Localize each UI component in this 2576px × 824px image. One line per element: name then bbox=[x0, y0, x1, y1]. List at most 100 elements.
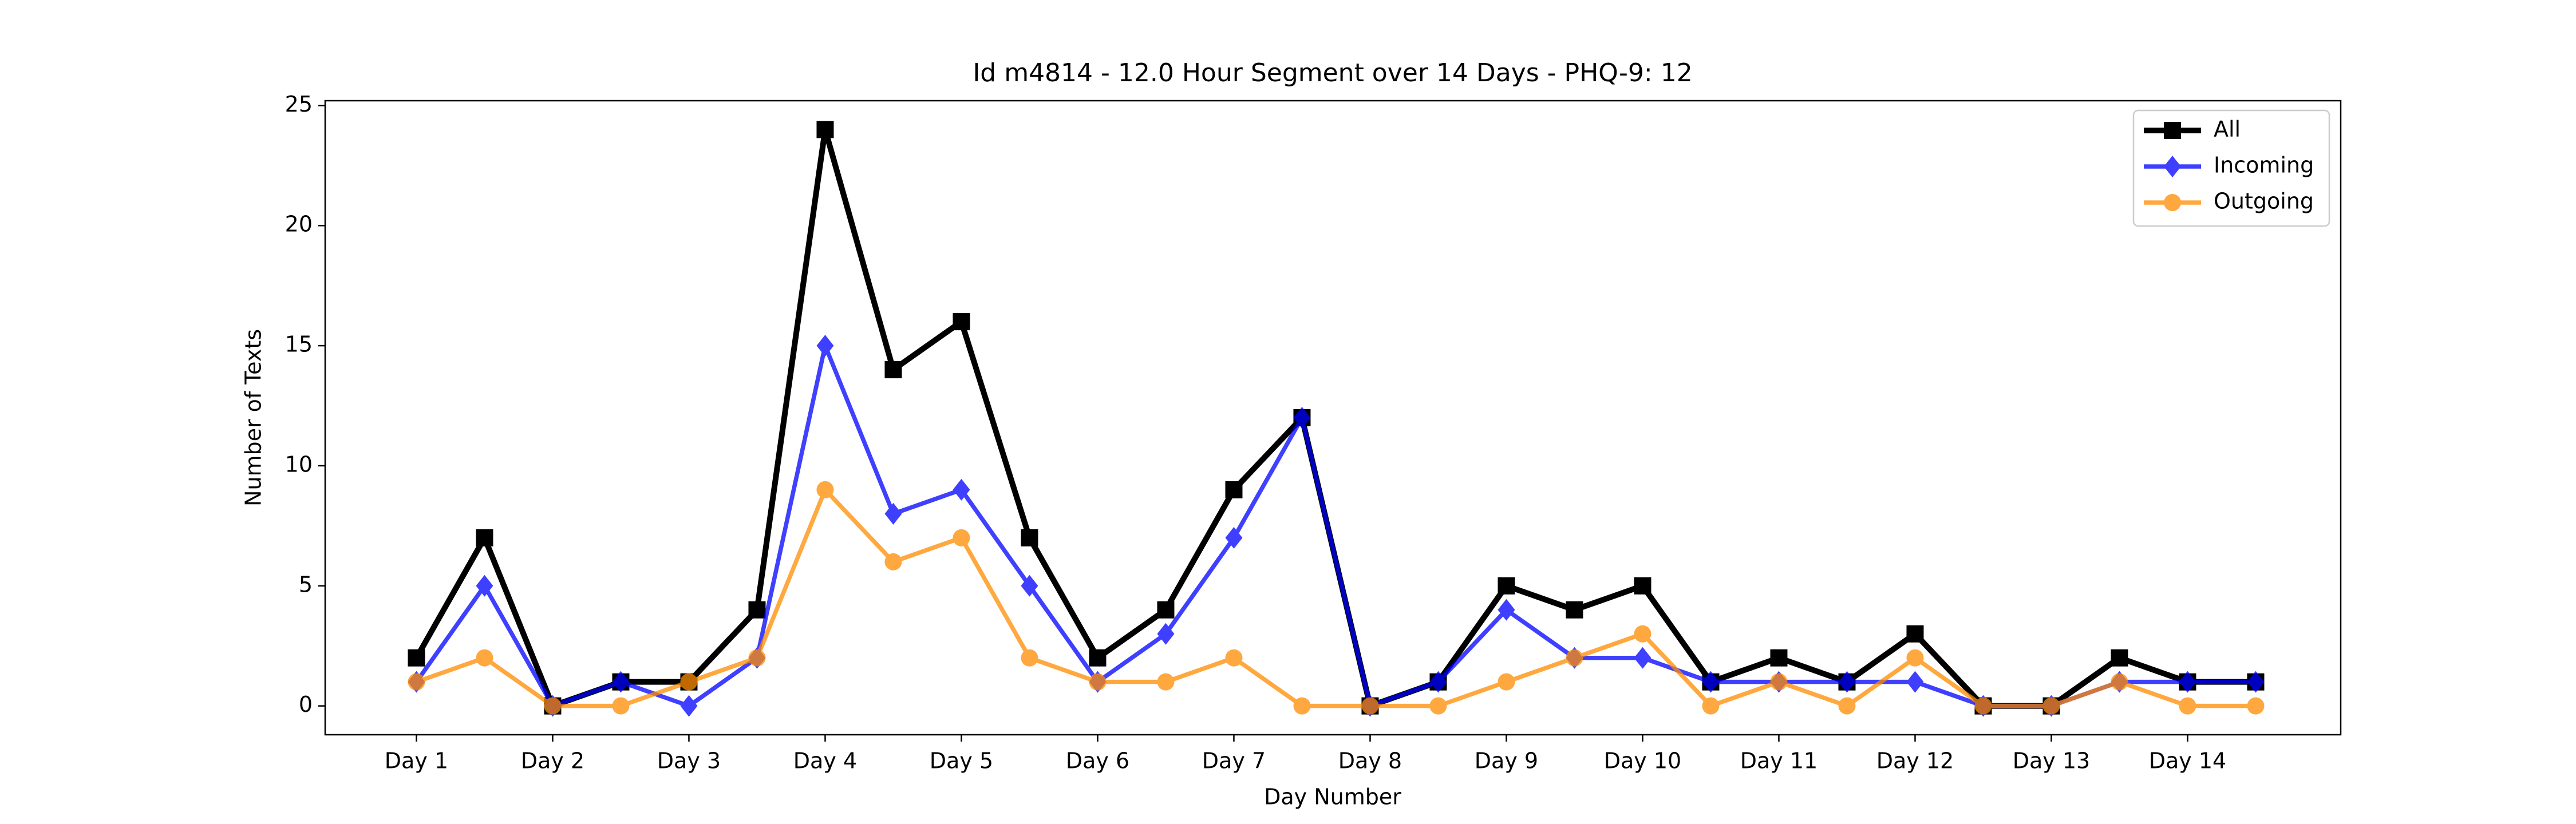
marker bbox=[1770, 673, 1788, 691]
marker bbox=[953, 313, 970, 331]
marker bbox=[884, 553, 902, 571]
x-tick-label: Day 5 bbox=[930, 748, 993, 774]
marker bbox=[1906, 649, 1924, 667]
marker bbox=[1838, 697, 1856, 715]
chart-title: Id m4814 - 12.0 Hour Segment over 14 Day… bbox=[973, 58, 1692, 88]
marker bbox=[1702, 697, 1720, 715]
marker bbox=[1498, 577, 1515, 595]
marker bbox=[1089, 649, 1107, 667]
marker bbox=[1361, 697, 1379, 715]
marker bbox=[1634, 647, 1652, 669]
marker bbox=[1225, 526, 1243, 549]
legend-label: Outgoing bbox=[2214, 189, 2314, 214]
marker bbox=[953, 478, 970, 501]
series bbox=[408, 335, 2265, 717]
marker bbox=[1770, 649, 1788, 667]
marker bbox=[1157, 623, 1175, 645]
x-axis-label: Day Number bbox=[1264, 785, 1401, 810]
x-tick-label: Day 10 bbox=[1604, 748, 1681, 774]
marker bbox=[1021, 649, 1038, 667]
marker bbox=[1225, 649, 1243, 667]
marker bbox=[1906, 625, 1924, 643]
x-tick-label: Day 2 bbox=[521, 748, 584, 774]
x-tick-label: Day 4 bbox=[793, 748, 857, 774]
marker bbox=[1021, 575, 1038, 597]
marker bbox=[612, 697, 630, 715]
marker bbox=[1021, 529, 1038, 546]
marker bbox=[1293, 407, 1311, 429]
y-tick-label: 10 bbox=[285, 451, 313, 477]
x-tick-label: Day 1 bbox=[385, 748, 448, 774]
y-tick-label: 5 bbox=[299, 572, 313, 597]
legend-item bbox=[2144, 156, 2201, 177]
x-tick-label: Day 8 bbox=[1338, 748, 1402, 774]
series-line bbox=[416, 488, 2256, 708]
marker bbox=[1566, 649, 1583, 667]
y-tick-label: 25 bbox=[285, 92, 313, 117]
legend-item bbox=[2144, 122, 2201, 139]
marker bbox=[1089, 673, 1107, 691]
marker bbox=[748, 601, 766, 619]
marker bbox=[1498, 599, 1515, 621]
marker bbox=[1974, 697, 1992, 715]
y-axis-label: Number of Texts bbox=[241, 329, 266, 506]
marker bbox=[1906, 671, 1924, 693]
marker bbox=[2042, 697, 2060, 715]
marker bbox=[1429, 671, 1447, 693]
marker bbox=[1566, 601, 1583, 619]
marker bbox=[476, 575, 493, 597]
marker bbox=[680, 695, 698, 717]
marker bbox=[816, 335, 834, 357]
legend-box bbox=[2132, 109, 2330, 227]
plot-frame bbox=[324, 100, 2342, 736]
marker bbox=[476, 529, 493, 546]
marker bbox=[1634, 625, 1652, 643]
legend-label: Incoming bbox=[2214, 153, 2314, 178]
x-tick-label: Day 6 bbox=[1066, 748, 1129, 774]
marker bbox=[680, 673, 698, 691]
marker bbox=[816, 481, 834, 498]
marker bbox=[1293, 697, 1311, 715]
legend-item bbox=[2144, 194, 2201, 211]
series-line bbox=[414, 126, 2256, 709]
marker bbox=[2111, 673, 2128, 691]
marker bbox=[884, 502, 902, 525]
marker bbox=[1838, 671, 1856, 693]
marker bbox=[612, 671, 630, 693]
x-tick-label: Day 14 bbox=[2149, 748, 2226, 774]
y-tick-label: 0 bbox=[299, 692, 313, 717]
x-tick-label: Day 11 bbox=[1740, 748, 1818, 774]
marker bbox=[1634, 577, 1652, 595]
marker bbox=[408, 673, 425, 691]
marker bbox=[953, 529, 970, 546]
series-line bbox=[414, 343, 2256, 708]
marker bbox=[884, 361, 902, 379]
x-tick-label: Day 3 bbox=[657, 748, 721, 774]
y-tick-label: 20 bbox=[285, 212, 313, 237]
marker bbox=[408, 649, 425, 667]
marker bbox=[476, 649, 493, 667]
marker bbox=[2164, 194, 2181, 211]
marker bbox=[2179, 671, 2196, 693]
marker bbox=[2247, 697, 2265, 715]
marker bbox=[1225, 481, 1243, 498]
legend-label: All bbox=[2214, 117, 2241, 142]
marker bbox=[1498, 673, 1515, 691]
marker bbox=[816, 121, 834, 138]
marker bbox=[1702, 671, 1720, 693]
marker bbox=[1157, 673, 1175, 691]
marker bbox=[2164, 156, 2181, 177]
marker bbox=[2111, 649, 2128, 667]
marker bbox=[2247, 671, 2265, 693]
marker bbox=[1157, 601, 1175, 619]
marker bbox=[2179, 697, 2196, 715]
x-tick-label: Day 7 bbox=[1202, 748, 1266, 774]
x-tick-label: Day 13 bbox=[2013, 748, 2090, 774]
marker bbox=[544, 697, 562, 715]
series bbox=[408, 481, 2265, 715]
marker bbox=[748, 649, 766, 667]
y-tick-label: 15 bbox=[285, 332, 313, 357]
x-tick-label: Day 9 bbox=[1475, 748, 1538, 774]
